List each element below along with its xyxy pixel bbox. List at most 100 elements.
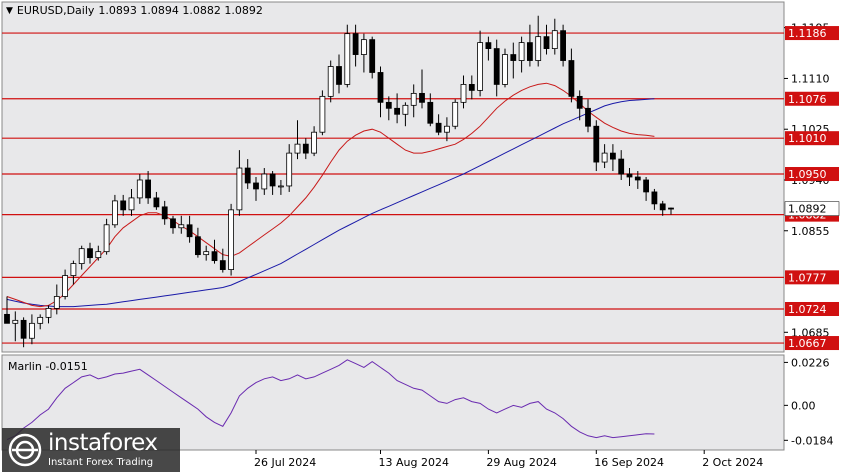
candle-body [53,296,60,309]
candle-body [20,319,27,339]
x-tick-label: 29 Aug 2024 [486,456,556,469]
level-label-bg [785,301,839,316]
level-label: 1.0950 [788,168,827,181]
oscillator-series: 0.0226 0.00 -0.0184 [6,356,833,447]
level-label-bg [785,26,839,41]
candlesticks [4,15,674,348]
candle-body [37,316,44,324]
candle-body [178,224,185,229]
candle-body [294,143,301,154]
candle-body [244,167,251,184]
candle-body [286,152,293,187]
candle-body [535,36,542,61]
candle-body [452,101,459,127]
current-price-bg [784,201,840,216]
candle-body [626,173,633,178]
x-tick-label: 26 Jul 2024 [254,456,316,469]
candle-body [70,263,77,276]
candle-body [4,313,10,324]
candle-body [527,42,533,61]
candle-body [443,125,450,133]
candle-body [576,95,583,109]
candle-body [419,92,425,103]
candle-body [610,152,616,160]
candle-body [435,122,442,133]
candle-body [161,206,168,220]
candle-body [78,248,85,265]
watermark-brand: instaforex [48,430,158,456]
candle-body [327,66,334,97]
candle-body [277,185,284,188]
candle-body [219,260,226,270]
candle-body [145,179,152,199]
candle-body [410,92,417,106]
candle-body [618,158,625,175]
candle-body [253,182,259,190]
level-label: 1.0724 [788,303,827,316]
level-label-bg [785,336,839,351]
candle-body [360,39,367,55]
ohlc-readout: 1.0893 1.0894 1.0882 1.0892 [98,4,263,17]
candle-body [319,95,326,133]
price-axis: 1.11951.11101.10251.09401.08551.06851.11… [784,22,840,351]
candle-body [186,224,193,238]
candle-body [477,42,484,91]
x-tick-label: 16 Sep 2024 [594,456,664,469]
candle-body [12,319,19,324]
candle-body [236,167,243,211]
x-tick-label: 2 Oct 2024 [702,456,763,469]
osc-tick-label: -0.0184 [791,434,833,447]
candle-body [203,251,210,256]
y-tick-label: 1.0855 [791,225,830,238]
watermark-tagline: Instant Forex Trading [48,457,154,468]
level-label: 1.1186 [788,27,827,40]
candle-body [493,48,500,85]
candle-body [153,197,160,208]
symbol-label: EURUSD,Daily [16,4,95,17]
osc-tick-label: 0.0226 [791,356,830,369]
level-label-bg [785,91,839,106]
candle-body [95,251,102,259]
candle-body [211,251,218,262]
candle-body [460,84,467,103]
candle-body [485,42,492,49]
level-label: 1.0667 [788,337,827,350]
candle-body [601,152,608,163]
level-label-bg [785,131,839,146]
x-tick-label: 13 Aug 2024 [379,456,449,469]
candle-body [643,179,649,193]
candle-body [468,84,475,91]
triangle-down-icon[interactable]: ▼ [6,5,13,16]
candle-body [352,33,359,55]
candle-body [344,33,351,85]
candle-body [593,125,600,163]
candle-body [103,224,110,253]
y-tick-label: 1.0685 [791,326,830,339]
level-label: 1.0777 [788,271,827,284]
candle-body [551,30,558,49]
candle-body [194,236,201,256]
candle-body [120,200,127,211]
candle-body [369,39,376,73]
level-label: 1.1076 [788,93,827,106]
oscillator-label: Marlin -0.0151 [8,360,88,373]
candle-body [170,218,176,229]
level-label-bg [785,167,839,182]
candle-body [228,209,235,270]
candle-body [560,30,566,61]
fast-ma-line [6,82,655,308]
candle-body [311,131,318,154]
candle-body [394,107,401,115]
candle-body [112,200,118,226]
candle-body [261,173,268,190]
horizontal-levels [2,32,784,344]
candle-body [634,176,641,181]
candle-body [385,101,392,109]
osc-tick-label: 0.00 [791,399,816,412]
candle-body [543,36,550,49]
candle-body [87,248,93,259]
moving-averages [6,82,655,308]
candle-body [668,207,674,210]
candle-body [518,42,525,61]
